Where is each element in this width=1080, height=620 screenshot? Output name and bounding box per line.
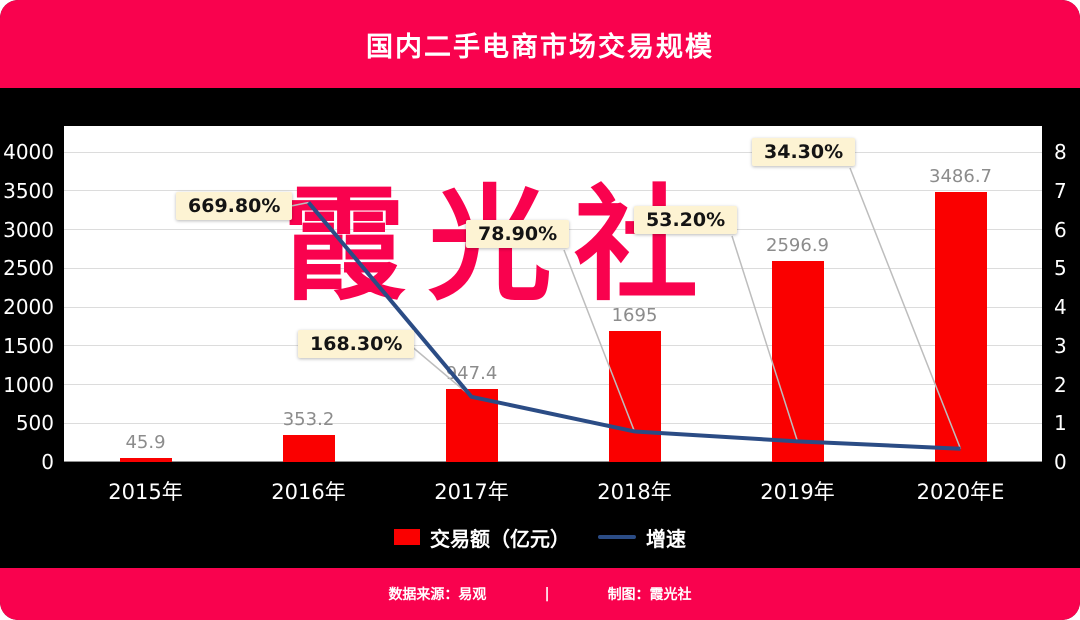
growth-line [306, 201, 961, 451]
legend: 交易额（亿元） 增速 [0, 521, 1080, 553]
x-axis-label: 2019年 [760, 480, 835, 504]
x-axis-label: 2016年 [271, 480, 346, 504]
right-axis-tick: 5 [1054, 256, 1067, 281]
growth-callout: 78.90% [466, 220, 570, 248]
legend-item-line: 增速 [598, 523, 686, 552]
gridline [64, 190, 1042, 192]
left-axis-tick: 2000 [3, 295, 54, 319]
growth-line-layer [285, 167, 962, 451]
gridline [64, 461, 1042, 462]
bar-value-label: 1695 [611, 304, 658, 326]
left-axis-tick: 2500 [3, 256, 54, 281]
bar-value-label: 45.9 [125, 432, 166, 454]
growth-callout: 34.30% [752, 138, 856, 166]
bar-value-label: 353.2 [282, 408, 335, 430]
callouts-layer: 669.80% 168.30% 78.90% 53.20% 34.30% [64, 126, 1042, 462]
legend-label: 交易额（亿元） [430, 526, 570, 551]
left-axis-tick: 3000 [3, 217, 54, 242]
callout-connector [849, 167, 962, 449]
left-axis-tick: 3500 [3, 178, 54, 203]
right-axis-tick: 3 [1054, 333, 1067, 358]
gridline [64, 267, 1042, 269]
legend-item-bar: 交易额（亿元） [394, 523, 570, 552]
bar-swatch-icon [394, 529, 420, 545]
callout-connector [563, 249, 636, 432]
footer-divider: | [544, 586, 550, 602]
header-banner: 国内二手电商市场交易规模 [0, 0, 1080, 88]
right-axis-tick: 8 [1054, 140, 1067, 164]
right-axis-tick: 1 [1054, 411, 1067, 436]
legend-label: 增速 [646, 526, 686, 551]
right-axis-tick: 0 [1054, 450, 1067, 474]
left-axis-tick: 0 [41, 450, 54, 474]
right-axis-tick: 2 [1054, 372, 1067, 397]
gridline [64, 306, 1042, 308]
page-title: 国内二手电商市场交易规模 [366, 31, 714, 63]
bar-2019年 [771, 260, 824, 462]
gridline [64, 151, 1042, 153]
footer-banner: 数据来源：易观 | 制图：霞光社 [0, 568, 1080, 620]
growth-callout: 168.30% [298, 330, 415, 358]
left-axis-tick: 500 [15, 411, 54, 436]
right-axis-tick: 6 [1054, 217, 1067, 242]
left-axis-tick: 4000 [3, 140, 54, 164]
gridline [64, 384, 1042, 385]
x-axis-label: 2015年 [108, 480, 183, 504]
credit-label: 制图：霞光社 [607, 587, 692, 603]
right-axis-tick: 4 [1054, 295, 1067, 319]
bar-2020年E [934, 191, 987, 462]
right-axis-tick: 7 [1054, 178, 1067, 203]
callout-connector [731, 235, 799, 442]
growth-callout: 53.20% [634, 206, 738, 234]
x-axis-label: 2018年 [597, 480, 672, 504]
data-source-label: 数据来源：易观 [388, 587, 487, 603]
line-swatch-icon [598, 535, 636, 539]
left-axis-tick: 1000 [3, 372, 54, 397]
x-axis-label: 2020年E [916, 480, 1005, 504]
bars-layer [64, 126, 1042, 462]
bar-2015年 [119, 458, 172, 462]
gridline [64, 422, 1042, 424]
growth-callout: 669.80% [176, 192, 293, 220]
gridline [64, 345, 1042, 347]
bar-2018年 [608, 330, 661, 462]
callout-connector [409, 344, 472, 398]
left-axis-tick: 1500 [3, 333, 54, 358]
bar-value-label: 3486.7 [929, 165, 992, 187]
x-axis-label: 2017年 [434, 480, 509, 504]
bar-value-label: 2596.9 [766, 234, 829, 256]
bar-2016年 [282, 434, 335, 462]
